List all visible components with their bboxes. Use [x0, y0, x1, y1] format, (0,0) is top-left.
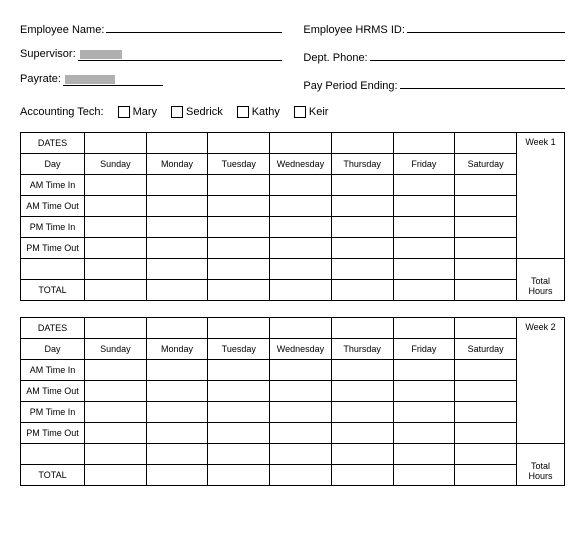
pm-in-row: PM Time In: [21, 402, 565, 423]
dept-phone-field: Dept. Phone:: [303, 48, 565, 64]
dates-header: DATES: [21, 318, 85, 339]
day-tuesday: Tuesday: [208, 154, 270, 175]
am-out-row: AM Time Out: [21, 196, 565, 217]
day-saturday: Saturday: [455, 154, 517, 175]
redacted-block: [65, 75, 115, 84]
checkbox-icon: [171, 106, 183, 118]
checkbox-icon: [237, 106, 249, 118]
day-thursday: Thursday: [331, 339, 393, 360]
pay-period-line[interactable]: [400, 76, 565, 89]
week2-label: Week 2: [517, 318, 565, 444]
day-sunday: Sunday: [85, 339, 147, 360]
day-thursday: Thursday: [331, 154, 393, 175]
hrms-id-line[interactable]: [407, 20, 565, 33]
total-row: TOTAL: [21, 465, 565, 486]
day-monday: Monday: [146, 154, 208, 175]
day-wednesday: Wednesday: [270, 339, 332, 360]
day-tuesday: Tuesday: [208, 339, 270, 360]
employee-name-field: Employee Name:: [20, 20, 282, 36]
am-in-row: AM Time In: [21, 360, 565, 381]
hrms-id-label: Employee HRMS ID:: [303, 24, 404, 36]
day-monday: Monday: [146, 339, 208, 360]
day-header: Day: [21, 154, 85, 175]
am-in-row: AM Time In: [21, 175, 565, 196]
day-sunday: Sunday: [85, 154, 147, 175]
tech-option-sedrick[interactable]: Sedrick: [171, 106, 223, 118]
supervisor-label: Supervisor:: [20, 48, 76, 60]
day-wednesday: Wednesday: [270, 154, 332, 175]
total-hours-label: Total Hours: [517, 259, 565, 301]
week1-label: Week 1: [517, 133, 565, 259]
pm-in-row: PM Time In: [21, 217, 565, 238]
tech-option-mary[interactable]: Mary: [118, 106, 157, 118]
redacted-block: [80, 50, 122, 59]
tech-option-kathy[interactable]: Kathy: [237, 106, 280, 118]
day-header: Day: [21, 339, 85, 360]
day-friday: Friday: [393, 339, 455, 360]
employee-name-line[interactable]: [106, 20, 281, 33]
total-row: TOTAL: [21, 280, 565, 301]
employee-name-label: Employee Name:: [20, 24, 104, 36]
total-hours-label: Total Hours: [517, 444, 565, 486]
hrms-id-field: Employee HRMS ID:: [303, 20, 565, 36]
payrate-label: Payrate:: [20, 73, 61, 85]
checkbox-icon: [294, 106, 306, 118]
blank-row: Total Hours: [21, 444, 565, 465]
supervisor-line[interactable]: [78, 48, 282, 61]
pay-period-field: Pay Period Ending:: [303, 76, 565, 92]
form-header: Employee Name: Supervisor: Payrate: Empl…: [20, 20, 565, 104]
dates-header: DATES: [21, 133, 85, 154]
day-saturday: Saturday: [455, 339, 517, 360]
payrate-field: Payrate:: [20, 73, 282, 86]
checkbox-icon: [118, 106, 130, 118]
timesheet-table-week2: DATES Week 2 Day Sunday Monday Tuesday W…: [20, 317, 565, 486]
blank-row: Total Hours: [21, 259, 565, 280]
payrate-line[interactable]: [63, 73, 163, 86]
tech-option-keir[interactable]: Keir: [294, 106, 329, 118]
dept-phone-label: Dept. Phone:: [303, 52, 367, 64]
supervisor-field: Supervisor:: [20, 48, 282, 61]
am-out-row: AM Time Out: [21, 381, 565, 402]
pay-period-label: Pay Period Ending:: [303, 80, 397, 92]
dept-phone-line[interactable]: [370, 48, 565, 61]
dates-row: DATES Week 2: [21, 318, 565, 339]
day-friday: Friday: [393, 154, 455, 175]
dates-row: DATES Week 1: [21, 133, 565, 154]
timesheet-table-week1: DATES Week 1 Day Sunday Monday Tuesday W…: [20, 132, 565, 301]
day-row: Day Sunday Monday Tuesday Wednesday Thur…: [21, 339, 565, 360]
pm-out-row: PM Time Out: [21, 423, 565, 444]
accounting-tech-label: Accounting Tech:: [20, 106, 104, 118]
pm-out-row: PM Time Out: [21, 238, 565, 259]
accounting-tech-row: Accounting Tech: Mary Sedrick Kathy Keir: [20, 106, 565, 118]
day-row: Day Sunday Monday Tuesday Wednesday Thur…: [21, 154, 565, 175]
